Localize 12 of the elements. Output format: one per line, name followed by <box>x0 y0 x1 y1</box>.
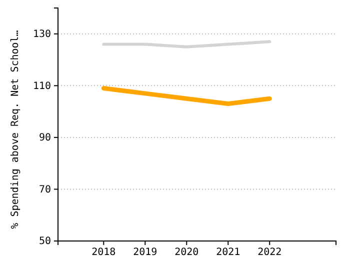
y-tick-label: 130 <box>32 29 51 40</box>
x-tick-label: 2018 <box>92 247 116 258</box>
x-tick-label: 2020 <box>174 247 199 258</box>
x-tick-label: 2022 <box>258 247 282 258</box>
y-tick-label: 90 <box>38 132 51 144</box>
x-tick-label: 2019 <box>133 247 158 258</box>
y-axis-title: % Spending above Req. Net School… <box>10 30 21 229</box>
x-tick-label: 2021 <box>216 247 240 258</box>
y-tick-label: 110 <box>32 80 51 92</box>
y-tick-label: 50 <box>38 236 51 248</box>
y-tick-label: 70 <box>38 184 51 196</box>
line-series <box>101 86 272 106</box>
